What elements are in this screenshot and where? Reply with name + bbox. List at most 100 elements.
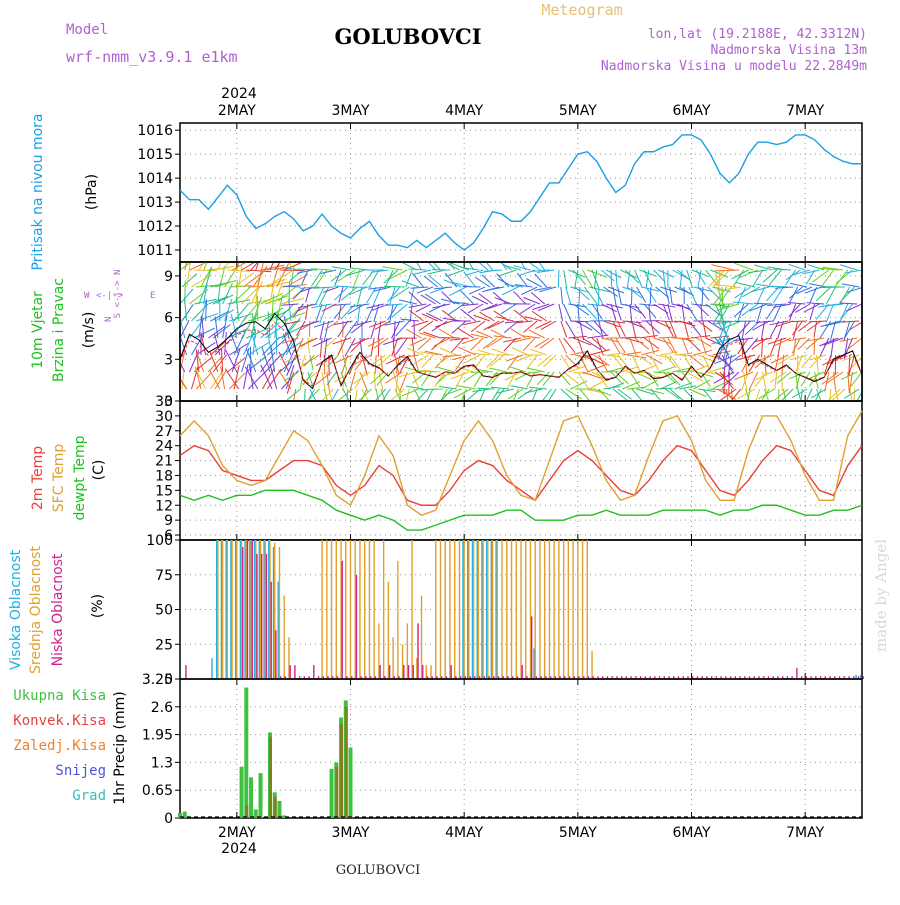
precip-legend-item: Ukupna Kisa [13, 688, 106, 704]
wind-arrow [749, 304, 767, 311]
wind-arrow [762, 338, 763, 357]
wind-arrow [332, 304, 351, 305]
precip-bar-convective [269, 737, 272, 818]
y-tick-label: 18 [155, 468, 173, 484]
wind-arrow [199, 251, 212, 270]
y-tick-label: 1015 [137, 147, 173, 163]
wind-arrow [820, 321, 831, 338]
wind-arrow [790, 321, 807, 322]
wind-arrow [419, 321, 433, 331]
year-label-top: 2024 [221, 86, 257, 102]
compass-west: W [84, 291, 90, 301]
wind-arrow [368, 338, 384, 346]
wind-arrow [469, 287, 485, 294]
precip-bar-total [330, 769, 334, 818]
pressure-ylabel: Pritisak na nivou mora [30, 113, 46, 270]
wind-arrow [221, 349, 222, 372]
wind-arrow [846, 304, 862, 311]
wind-arrow [775, 287, 793, 288]
wind-arrow [325, 321, 338, 330]
wind-arrow [523, 298, 540, 304]
wind-arrow [561, 389, 574, 401]
wind-arrow [194, 328, 214, 338]
wind-arrow [234, 302, 250, 321]
wind-arrow [618, 287, 622, 304]
panel-frame [180, 123, 862, 262]
wind-arrow [620, 337, 639, 338]
compass-north: N [104, 317, 114, 322]
wind-arrow [248, 342, 270, 355]
wind-arrow [322, 372, 325, 391]
y-tick-label: 1013 [137, 195, 173, 211]
precip-legend: Ukupna KisaKonvek.KisaZaledj.KisaSnijegG… [13, 688, 106, 804]
wind-arrow [575, 287, 589, 300]
wind-arrow [785, 270, 795, 285]
wind-arrow [503, 338, 521, 342]
wind-arrow [566, 321, 576, 337]
wind-arrow [532, 311, 547, 321]
wind-arrow [578, 304, 579, 323]
wind-arrow [382, 267, 402, 270]
wind-arrow [822, 270, 834, 286]
wind-arrow [673, 270, 689, 279]
wind-arrow [511, 389, 518, 406]
wind-arrow [616, 372, 629, 384]
wind-arrow [304, 355, 315, 366]
wind-arrow [422, 355, 433, 368]
wind-arrow [561, 321, 567, 337]
wind-arrow [514, 310, 528, 321]
wind-arrow [665, 321, 673, 336]
wind-arrow [437, 367, 454, 372]
wind-arrow [367, 304, 384, 308]
wind-arrow [713, 284, 736, 287]
precip-bar-convective [340, 724, 343, 818]
wind-arrow [773, 269, 791, 270]
series-dewpt-line [180, 490, 862, 530]
day-label-top: 2MAY [218, 103, 256, 119]
pressure-unit-label: (hPa) [84, 174, 100, 210]
wind-arrow [566, 389, 582, 399]
year-label-bottom: 2024 [221, 841, 257, 857]
day-label-top: 5MAY [559, 103, 597, 119]
wind-arrow [701, 304, 702, 321]
wind-arrow [625, 304, 642, 313]
y-tick-label: 1012 [137, 219, 173, 235]
wind-arrow [564, 372, 579, 384]
wind-arrow [773, 287, 783, 303]
wind-arrow [499, 270, 516, 276]
wind-arrow [475, 259, 488, 270]
wind-arrow [559, 372, 570, 385]
wind-arrow [374, 372, 375, 391]
wind-arrow [814, 321, 817, 338]
day-label-top: 7MAY [786, 103, 824, 119]
day-label-bottom: 6MAY [672, 825, 710, 841]
wind-arrow [561, 355, 571, 370]
wind-arrow [472, 296, 488, 304]
wind-arrow [529, 387, 547, 389]
wind-arrow [261, 365, 272, 389]
wind-arrow [814, 338, 815, 355]
wind-arrow [583, 270, 593, 288]
precip-bar-total [244, 688, 248, 818]
wind-arrow [258, 262, 264, 287]
wind-arrow [414, 389, 423, 405]
wind-arrow [457, 385, 476, 389]
wind-arrow [182, 369, 184, 389]
wind-arrow [334, 287, 347, 300]
wind-arrow [424, 258, 436, 270]
wind-arrow [754, 303, 772, 304]
y-tick-label: 1.95 [142, 728, 173, 744]
wind-arrow [611, 338, 620, 353]
wind-arrow [637, 321, 650, 334]
wind-arrow [463, 286, 481, 287]
precip-bar-convective [335, 767, 338, 818]
wind-arrow [332, 267, 351, 270]
wind-arrow [751, 287, 770, 292]
temp-unit-label: (C) [91, 460, 107, 481]
wind-arrow [213, 355, 226, 372]
wind-ylabel-2: Brzina i Pravac [51, 278, 67, 382]
wind-arrow [371, 321, 376, 339]
wind-arrow [566, 287, 571, 305]
